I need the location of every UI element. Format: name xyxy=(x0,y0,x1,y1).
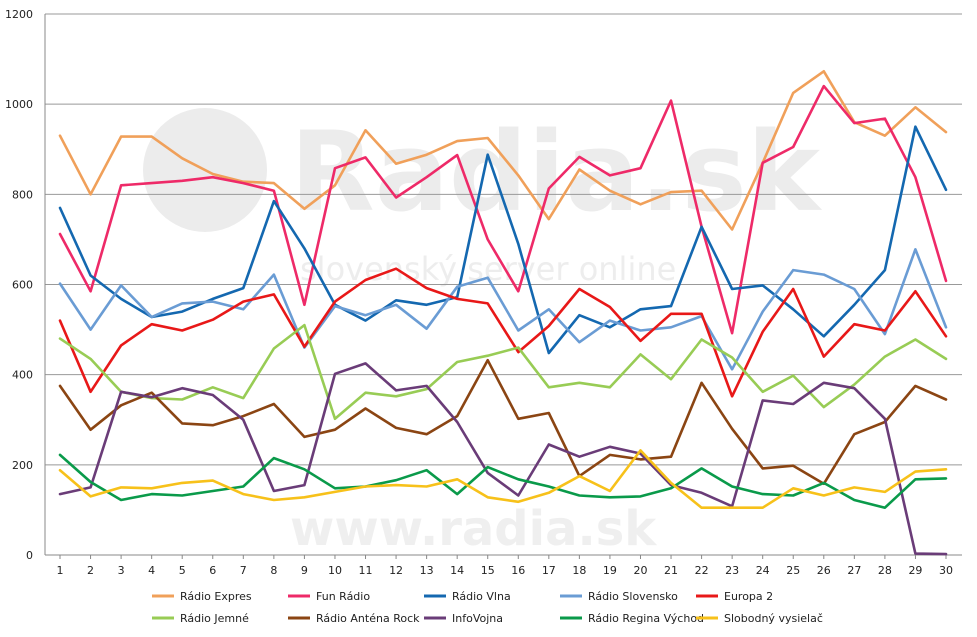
series-lines xyxy=(58,70,948,556)
x-tick-label: 12 xyxy=(389,564,403,577)
y-tick-label: 600 xyxy=(12,279,33,292)
x-tick-label: 17 xyxy=(542,564,556,577)
legend-label: Rádio Regina Východ xyxy=(588,612,704,625)
legend-item: Rádio Regina Východ xyxy=(560,612,704,625)
y-axis: 0 200 400 600 800 1000 1200 xyxy=(5,8,46,562)
legend-label: InfoVojna xyxy=(452,612,503,625)
series-line-4 xyxy=(58,248,948,371)
legend-label: Rádio Vlna xyxy=(452,590,511,603)
series-line-2 xyxy=(58,84,948,335)
watermark-tagline: slovenský server online xyxy=(300,250,676,288)
y-tick-label: 200 xyxy=(12,459,33,472)
legend-item: Rádio Jemné xyxy=(152,612,249,625)
x-tick-label: 30 xyxy=(939,564,953,577)
x-tick-label: 8 xyxy=(270,564,277,577)
legend-item: Rádio Anténa Rock xyxy=(288,612,420,625)
x-axis: 1 2 3 4 5 6 7 8 9 10 11 12 13 14 15 16 17 18 19 20 21 22 23 24 2… xyxy=(57,555,953,577)
x-tick-label: 26 xyxy=(817,564,831,577)
x-tick-label: 23 xyxy=(725,564,739,577)
y-tick-label: 1000 xyxy=(5,98,33,111)
series-line-6 xyxy=(58,323,948,421)
legend-item: Rádio Vlna xyxy=(424,590,511,603)
x-tick-label: 15 xyxy=(481,564,495,577)
x-tick-label: 2 xyxy=(87,564,94,577)
y-tick-label: 0 xyxy=(26,549,33,562)
x-tick-label: 28 xyxy=(878,564,892,577)
legend-label: Rádio Expres xyxy=(180,590,252,603)
x-tick-label: 21 xyxy=(664,564,678,577)
x-tick-label: 10 xyxy=(328,564,342,577)
x-tick-label: 25 xyxy=(786,564,800,577)
legend-item: Fun Rádio xyxy=(288,590,370,603)
legend-item: Rádio Expres xyxy=(152,590,252,603)
x-tick-label: 24 xyxy=(756,564,770,577)
x-tick-label: 22 xyxy=(695,564,709,577)
x-tick-label: 20 xyxy=(633,564,647,577)
x-tick-label: 4 xyxy=(148,564,155,577)
legend-label: Rádio Anténa Rock xyxy=(316,612,420,625)
legend: Rádio Expres Fun Rádio Rádio Vlna Rádio Slo… xyxy=(152,590,823,625)
series-line-1 xyxy=(58,70,948,231)
legend-item: Europa 2 xyxy=(696,590,773,603)
x-tick-label: 3 xyxy=(118,564,125,577)
x-tick-label: 5 xyxy=(179,564,186,577)
series-line-7 xyxy=(58,358,948,486)
y-tick-label: 800 xyxy=(12,188,33,201)
x-tick-label: 14 xyxy=(450,564,464,577)
series-line-8 xyxy=(58,362,948,556)
y-tick-label: 400 xyxy=(12,369,33,382)
watermark-brand: Radia.sk xyxy=(290,108,823,236)
x-tick-label: 6 xyxy=(209,564,216,577)
y-tick-label: 1200 xyxy=(5,8,33,21)
x-tick-label: 1 xyxy=(57,564,64,577)
legend-label: Fun Rádio xyxy=(316,590,370,603)
x-tick-label: 7 xyxy=(240,564,247,577)
legend-item: InfoVojna xyxy=(424,612,503,625)
legend-item: Slobodný vysielač xyxy=(696,612,823,625)
watermark-url: www.radia.sk xyxy=(290,501,657,557)
x-tick-label: 18 xyxy=(572,564,586,577)
series-line-9 xyxy=(58,453,948,510)
x-tick-label: 19 xyxy=(603,564,617,577)
series-line-10 xyxy=(58,449,948,510)
legend-label: Rádio Jemné xyxy=(180,612,249,625)
x-tick-label: 9 xyxy=(301,564,308,577)
series-line-5 xyxy=(58,267,948,398)
x-tick-label: 27 xyxy=(847,564,861,577)
legend-label: Rádio Slovensko xyxy=(588,590,678,603)
x-tick-label: 13 xyxy=(420,564,434,577)
x-tick-label: 11 xyxy=(359,564,373,577)
legend-label: Slobodný vysielač xyxy=(724,612,823,625)
legend-item: Rádio Slovensko xyxy=(560,590,678,603)
x-tick-label: 16 xyxy=(511,564,525,577)
grid xyxy=(45,13,962,556)
legend-label: Europa 2 xyxy=(724,590,773,603)
x-tick-label: 29 xyxy=(908,564,922,577)
